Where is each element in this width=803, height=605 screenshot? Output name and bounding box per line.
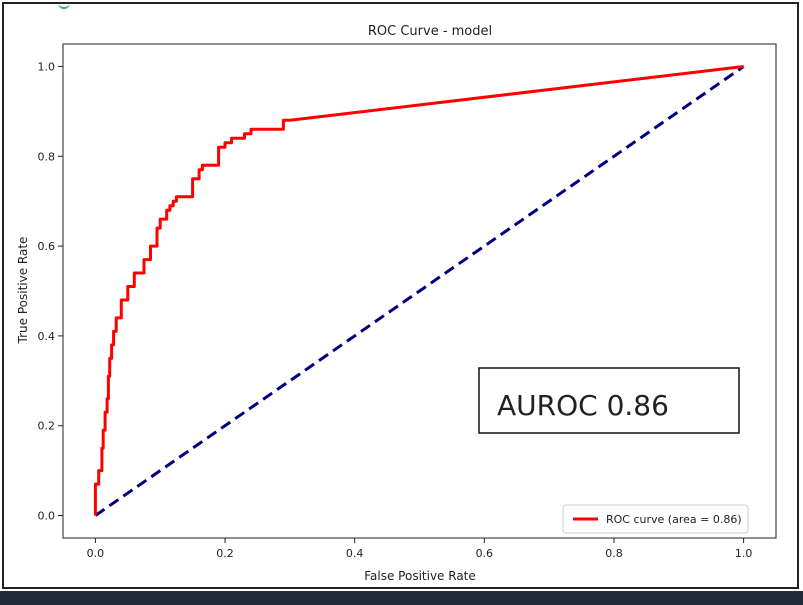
x-tick-label: 0.8 xyxy=(605,547,623,560)
y-tick-label: 0.8 xyxy=(38,150,56,163)
x-tick-label: 1.0 xyxy=(735,547,753,560)
x-tick-label: 0.4 xyxy=(346,547,364,560)
annotation-box: AUROC 0.86 xyxy=(478,367,740,434)
y-tick-label: 0.6 xyxy=(38,240,56,253)
legend: ROC curve (area = 0.86) xyxy=(562,504,749,534)
y-axis-label: True Positive Rate xyxy=(16,237,30,345)
chance-line xyxy=(94,65,745,517)
bottom-band xyxy=(0,591,803,605)
y-tick-label: 1.0 xyxy=(38,60,56,73)
y-tick-label: 0.0 xyxy=(38,510,56,523)
annotation-text: AUROC 0.86 xyxy=(497,389,669,422)
y-tick-label: 0.2 xyxy=(38,420,56,433)
chart-frame xyxy=(2,2,799,589)
corner-mark xyxy=(58,0,70,9)
x-tick-label: 0.2 xyxy=(216,547,234,560)
y-tick-label: 0.4 xyxy=(38,330,56,343)
legend-label: ROC curve (area = 0.86) xyxy=(606,513,742,526)
x-axis-label: False Positive Rate xyxy=(364,569,476,583)
x-tick-label: 0.6 xyxy=(476,547,494,560)
chart-title: ROC Curve - model xyxy=(368,24,492,39)
roc-curve-line xyxy=(93,65,744,516)
plot-area xyxy=(62,43,777,539)
x-tick-label: 0.0 xyxy=(87,547,105,560)
